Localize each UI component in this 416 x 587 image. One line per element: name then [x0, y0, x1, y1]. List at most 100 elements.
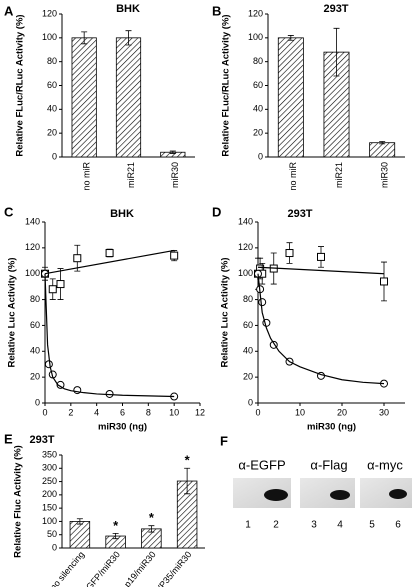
band — [264, 489, 288, 501]
blot-label: α-EGFP — [238, 457, 285, 472]
x-axis-label: miR30 (ng) — [98, 422, 147, 433]
band — [389, 489, 407, 499]
x-tick-label: miR30 — [380, 162, 390, 188]
chart-title: 293T — [287, 208, 312, 220]
y-tick-label: 150 — [42, 503, 57, 513]
chart-title: BHK — [116, 3, 140, 15]
error-bar — [76, 518, 83, 525]
y-tick-label: 60 — [30, 320, 40, 330]
panel-letter: D — [212, 204, 221, 219]
band — [330, 490, 350, 500]
bar — [369, 142, 396, 158]
y-axis-label: Relative Luc Activity (%) — [220, 258, 231, 368]
error-bar — [169, 150, 176, 154]
panel-letter: C — [4, 204, 14, 219]
error-bar — [125, 30, 132, 46]
point — [380, 277, 388, 286]
y-tick-label: 60 — [47, 80, 57, 90]
y-tick-label: 40 — [253, 104, 263, 114]
blot-label: α-myc — [367, 457, 403, 472]
lane-label: 1 — [245, 520, 251, 531]
chart-title: 293T — [323, 3, 348, 15]
y-tick-label: 140 — [25, 216, 40, 226]
y-tick-label: 20 — [243, 372, 253, 382]
y-tick-label: 80 — [253, 56, 263, 66]
fit-line — [257, 266, 385, 275]
x-tick-label: 30 — [379, 407, 389, 417]
x-tick-label: 0 — [42, 407, 47, 417]
x-tick-label: 4 — [94, 407, 99, 417]
lane-label: 3 — [311, 520, 317, 531]
error-bar — [112, 532, 119, 540]
y-tick-label: 80 — [30, 294, 40, 304]
error-bar — [287, 35, 294, 41]
lane-label: 4 — [337, 520, 343, 531]
annotation: * — [185, 453, 191, 468]
annotation: * — [113, 518, 119, 533]
y-axis-label: Relative Fluc Activity (%) — [13, 445, 24, 558]
error-bar — [81, 31, 88, 45]
point — [56, 280, 65, 289]
chart-title: 293T — [29, 434, 54, 446]
bar — [71, 37, 97, 158]
panel-letter: E — [4, 431, 13, 446]
y-tick-label: 50 — [47, 529, 57, 539]
x-tick-label: 2 — [68, 407, 73, 417]
lane-label: 5 — [369, 520, 375, 531]
x-tick-label: EGFP/miR30 — [80, 549, 122, 587]
y-tick-label: 80 — [243, 294, 253, 304]
chart-title: BHK — [110, 208, 134, 220]
y-axis-label: Relative FLuc/RLuc Activity (%) — [15, 14, 26, 156]
y-tick-label: 120 — [238, 242, 253, 252]
blot-label: α-Flag — [310, 457, 347, 472]
point — [73, 254, 82, 263]
y-tick-label: 80 — [47, 56, 57, 66]
fit-line — [44, 249, 175, 275]
y-tick-label: 120 — [25, 242, 40, 252]
bar — [69, 521, 91, 549]
point — [285, 249, 294, 258]
point — [105, 249, 114, 258]
fit-line — [44, 273, 175, 398]
y-tick-label: 60 — [243, 320, 253, 330]
error-bar — [148, 525, 155, 533]
y-tick-label: 300 — [42, 463, 57, 473]
x-tick-label: no miR — [82, 162, 92, 191]
x-tick-label: 10 — [169, 407, 179, 417]
point — [317, 252, 325, 261]
y-tick-label: 100 — [42, 516, 57, 526]
y-tick-label: 40 — [243, 346, 253, 356]
x-tick-label: p19/miR30 — [122, 549, 158, 587]
x-tick-label: no silencing — [48, 549, 86, 587]
point — [56, 380, 65, 389]
panel-letter: A — [4, 3, 14, 18]
y-tick-label: 0 — [248, 397, 253, 407]
y-tick-label: 0 — [35, 397, 40, 407]
x-axis-label: miR30 (ng) — [307, 422, 356, 433]
lane-label: 2 — [273, 520, 279, 531]
point — [258, 298, 267, 307]
panel-letter: B — [212, 3, 221, 18]
y-tick-label: 120 — [42, 8, 57, 18]
y-tick-label: 20 — [30, 372, 40, 382]
y-tick-label: 100 — [25, 268, 40, 278]
y-tick-label: 0 — [258, 151, 263, 161]
y-axis-label: Relative FLuc/RLuc Activity (%) — [221, 14, 232, 156]
y-tick-label: 350 — [42, 449, 57, 459]
y-tick-label: 120 — [248, 8, 263, 18]
y-tick-label: 20 — [253, 128, 263, 138]
bar — [115, 37, 142, 158]
y-tick-label: 140 — [238, 216, 253, 226]
point — [170, 251, 179, 260]
y-tick-label: 20 — [47, 128, 57, 138]
x-tick-label: miR21 — [334, 162, 344, 188]
x-tick-label: 6 — [120, 407, 125, 417]
error-bar — [379, 141, 386, 145]
point — [44, 360, 53, 369]
x-tick-label: miR30 — [170, 162, 180, 188]
y-tick-label: 200 — [42, 489, 57, 499]
error-bar — [333, 27, 340, 77]
bar — [277, 37, 304, 158]
y-tick-label: 100 — [42, 32, 57, 42]
